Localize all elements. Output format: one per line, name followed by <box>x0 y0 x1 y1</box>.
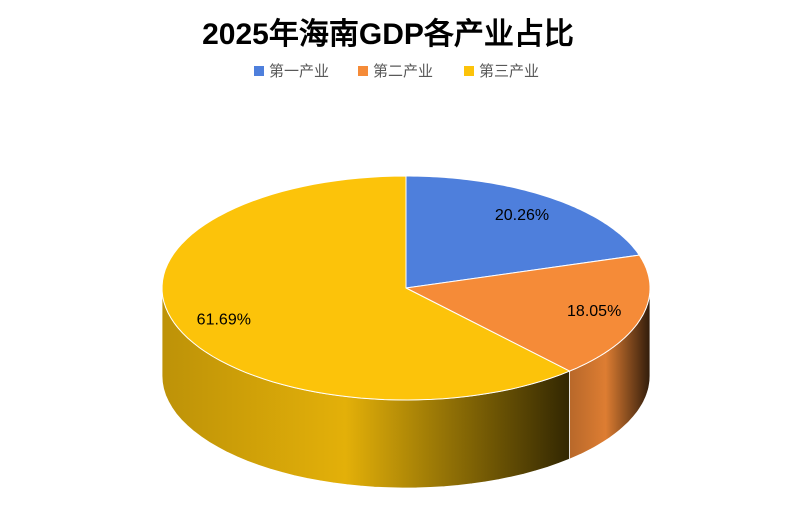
slice <box>161 175 571 401</box>
legend-label: 第二产业 <box>373 62 433 80</box>
legend-label: 第一产业 <box>269 62 329 80</box>
legend-swatch <box>254 66 264 76</box>
legend-swatch <box>358 66 368 76</box>
value-label: 18.05% <box>567 303 621 320</box>
slice <box>405 175 641 289</box>
legend-label: 第三产业 <box>479 62 539 80</box>
chart-title: 2025年海南GDP各产业占比 <box>202 17 574 51</box>
slice <box>404 254 651 372</box>
value-label: 20.26% <box>495 207 549 224</box>
value-label: 61.69% <box>197 311 251 328</box>
legend-swatch <box>464 66 474 76</box>
